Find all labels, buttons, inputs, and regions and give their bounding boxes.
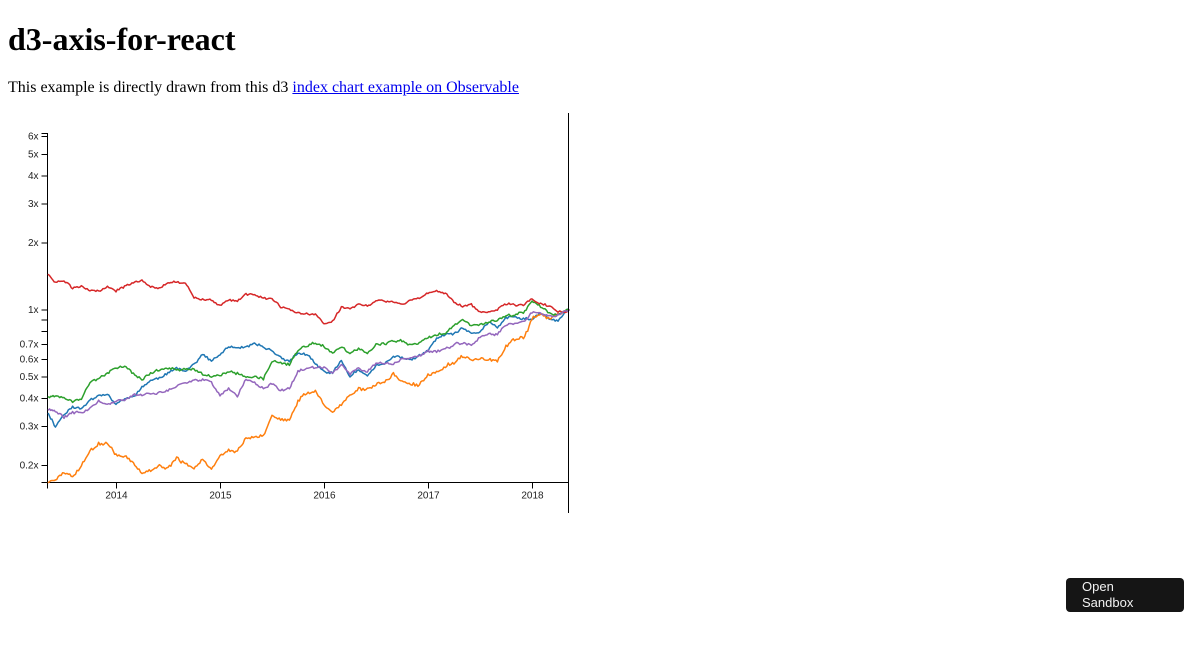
- open-sandbox-label-line2: Sandbox: [1082, 595, 1184, 611]
- series-line-purple: [48, 310, 569, 418]
- page-title: d3-axis-for-react: [8, 21, 1192, 58]
- x-tick-label: 2014: [105, 491, 128, 502]
- y-tick-label: 0.3x: [20, 421, 39, 432]
- x-axis-domain: [48, 483, 569, 489]
- x-tick-label: 2015: [209, 491, 232, 502]
- open-sandbox-button[interactable]: Open Sandbox: [1066, 578, 1184, 612]
- y-tick-label: 0.6x: [20, 354, 39, 365]
- y-tick-label: 0.7x: [20, 340, 39, 351]
- description: This example is directly drawn from this…: [8, 79, 1192, 97]
- observable-link[interactable]: index chart example on Observable: [292, 79, 519, 96]
- x-tick-label: 2016: [313, 491, 336, 502]
- y-axis: 6x 5x 4x 3x 2x 1x 0.7x 0.6x 0.5x 0.4x 0.3x 0.2x: [20, 132, 48, 483]
- y-tick-label: 4x: [28, 171, 39, 182]
- index-chart-svg[interactable]: 6x 5x 4x 3x 2x 1x 0.7x 0.6x 0.5x 0.4x 0.3x 0.2x 2014…: [8, 113, 608, 517]
- x-axis: 2014 2015 2016 2017 2018: [48, 483, 569, 502]
- series-line-red: [48, 275, 569, 324]
- y-tick-label: 2x: [28, 238, 39, 249]
- y-tick-label: 0.4x: [20, 394, 39, 405]
- open-sandbox-label-line1: Open: [1082, 579, 1184, 595]
- x-tick-label: 2018: [521, 491, 544, 502]
- series-lines: [48, 275, 569, 483]
- y-tick-label: 0.2x: [20, 461, 39, 472]
- series-line-orange: [48, 310, 569, 483]
- y-tick-label: 0.5x: [20, 372, 39, 383]
- y-tick-label: 6x: [28, 132, 39, 143]
- y-tick-label: 5x: [28, 149, 39, 160]
- x-tick-label: 2017: [417, 491, 440, 502]
- description-text: This example is directly drawn from this…: [8, 79, 292, 96]
- y-tick-label: 1x: [28, 305, 39, 316]
- series-line-green: [48, 301, 569, 402]
- y-axis-domain: [42, 134, 48, 483]
- y-tick-label: 3x: [28, 199, 39, 210]
